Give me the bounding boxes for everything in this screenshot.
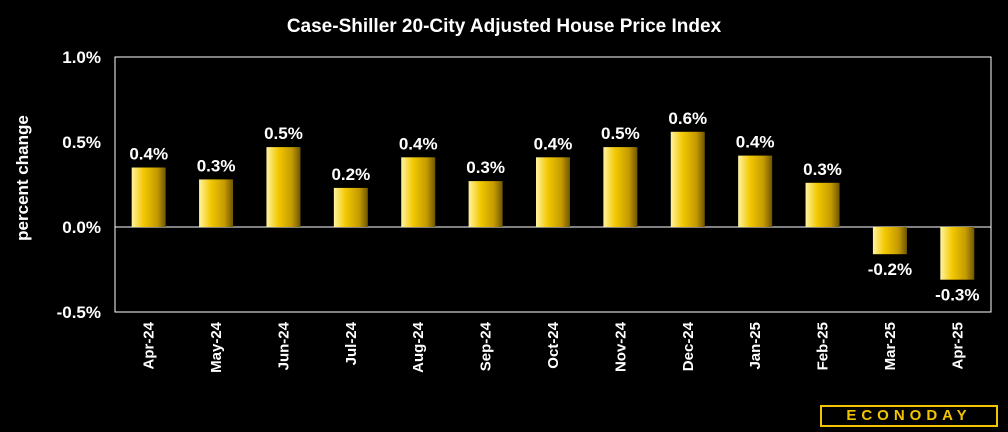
y-tick-label: 1.0% <box>62 48 101 67</box>
data-label: 0.3% <box>197 156 236 175</box>
data-label: -0.2% <box>868 260 912 279</box>
data-label: 0.4% <box>534 134 573 153</box>
y-ticks: 1.0% 0.5% 0.0% -0.5% <box>57 48 101 322</box>
bars <box>131 131 975 280</box>
category-label: Jul-24 <box>343 321 360 365</box>
category-label: Sep-24 <box>478 321 495 371</box>
category-label: Apr-24 <box>141 321 158 369</box>
data-labels: 0.4% 0.3% 0.5% 0.2% 0.4% 0.3% 0.4% 0.5% 0.6% 0.4%… <box>129 109 979 305</box>
category-label: Jan-25 <box>747 322 764 370</box>
chart-title: Case-Shiller 20-City Adjusted House Pric… <box>287 16 722 37</box>
bar <box>536 157 570 227</box>
category-label: Apr-25 <box>949 322 966 370</box>
bar <box>670 131 705 227</box>
bar <box>738 155 773 227</box>
data-label: 0.5% <box>264 124 303 143</box>
data-label: 0.4% <box>736 133 775 152</box>
y-tick-label: -0.5% <box>57 303 101 322</box>
data-label: 0.2% <box>331 165 370 184</box>
category-label: Jun-24 <box>275 321 292 370</box>
data-label: 0.4% <box>129 145 168 164</box>
bar <box>603 147 638 227</box>
data-label: 0.4% <box>399 134 438 153</box>
bar <box>266 147 301 227</box>
bar <box>401 157 436 227</box>
data-label: 0.6% <box>668 109 707 128</box>
category-label: Mar-25 <box>882 322 899 370</box>
bar <box>940 227 975 280</box>
data-label: -0.3% <box>935 286 979 305</box>
y-tick-label: 0.5% <box>62 133 101 152</box>
bar <box>199 179 234 227</box>
category-label: Nov-24 <box>612 321 629 372</box>
category-label: Oct-24 <box>545 321 562 368</box>
econoday-logo: ECONODAY <box>820 405 998 427</box>
category-label: Aug-24 <box>410 321 427 372</box>
category-label: May-24 <box>208 321 225 373</box>
category-label: Feb-25 <box>815 322 832 370</box>
data-label: 0.5% <box>601 124 640 143</box>
bar <box>333 187 368 227</box>
category-labels: Apr-24 May-24 Jun-24 Jul-24 Aug-24 Sep-24 Oct-… <box>141 321 967 373</box>
bar <box>805 182 840 227</box>
bar <box>872 227 907 255</box>
data-label: 0.3% <box>803 160 842 179</box>
y-axis-label: percent change <box>13 115 32 241</box>
data-label: 0.3% <box>466 158 505 177</box>
bar <box>468 181 503 227</box>
plot-area <box>114 56 992 313</box>
category-label: Dec-24 <box>680 321 697 371</box>
y-tick-label: 0.0% <box>62 218 101 237</box>
bar <box>131 167 166 227</box>
